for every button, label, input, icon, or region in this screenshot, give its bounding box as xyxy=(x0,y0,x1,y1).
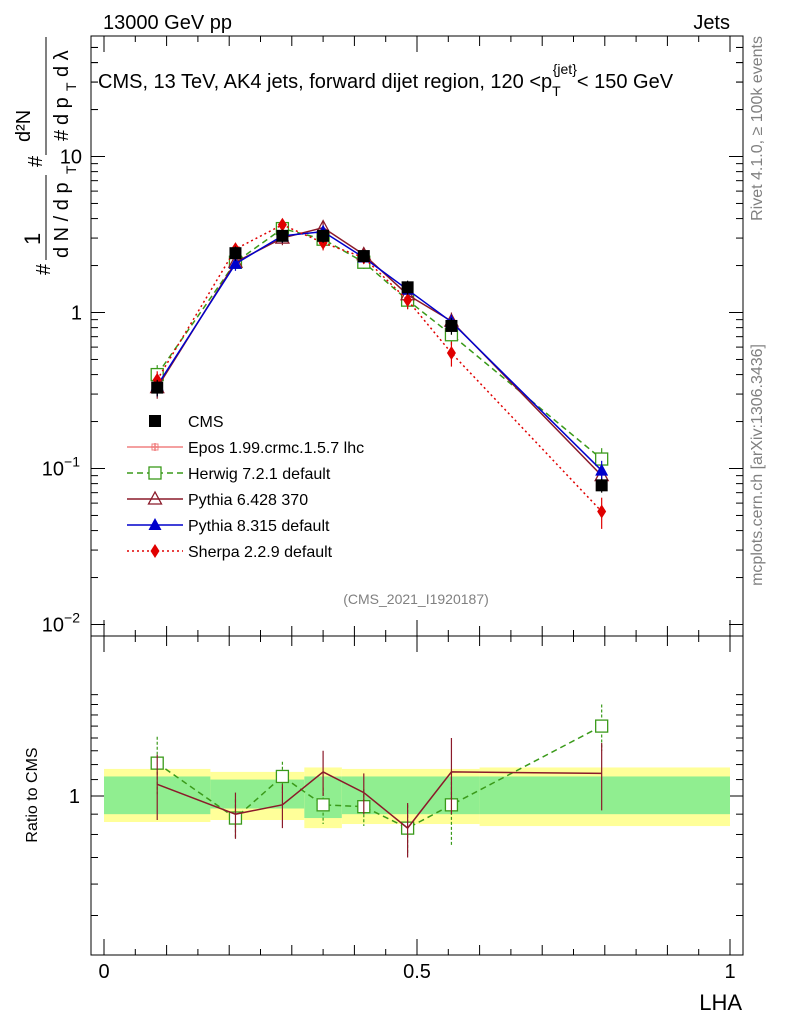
series-line xyxy=(156,226,603,477)
header-left: 13000 GeV pp xyxy=(103,12,232,34)
legend-marker xyxy=(149,415,161,427)
legend-entry: CMS xyxy=(149,414,224,431)
legend-marker xyxy=(148,518,162,530)
data-point xyxy=(357,250,370,263)
data-point xyxy=(595,463,609,476)
legend-entry: Pythia 6.428 370 xyxy=(127,490,308,509)
ratio-band-inner xyxy=(479,776,730,815)
series-line xyxy=(156,230,603,472)
y-tick-label: 10−2 xyxy=(42,610,80,637)
svg-text:d p: d p xyxy=(51,97,73,125)
ratio-point xyxy=(595,719,609,733)
ratio-series-layer xyxy=(150,704,609,858)
data-point xyxy=(595,479,608,492)
y-tick-label: 10 xyxy=(60,147,82,169)
legend: CMS Epos 1.99.crmc.1.5.7 lhc Herwig 7.2.1 … xyxy=(127,414,364,561)
mcplots-label: mcplots.cern.ch [arXiv:1306.3436] xyxy=(749,344,766,586)
main-title: CMS, 13 TeV, AK4 jets, forward dijet reg… xyxy=(98,61,674,99)
series-line xyxy=(156,223,603,513)
data-point xyxy=(317,229,330,242)
ratio-point xyxy=(275,769,290,784)
y-tick-label: 10−1 xyxy=(42,454,80,481)
data-point xyxy=(276,229,289,242)
legend-marker xyxy=(147,490,163,505)
analysis-watermark: (CMS_2021_I1920187) xyxy=(343,591,489,607)
y-tick-label: 1 xyxy=(71,303,82,325)
header-right: Jets xyxy=(693,12,730,34)
legend-label: Pythia 8.315 default xyxy=(188,518,330,535)
ratio-line xyxy=(156,771,602,830)
main-series-layer xyxy=(149,217,610,529)
legend-entry: Pythia 8.315 default xyxy=(127,518,330,535)
series-line xyxy=(156,227,603,460)
legend-entry: Herwig 7.2.1 default xyxy=(127,466,331,483)
series-herwig xyxy=(150,221,609,472)
axes-layer: 10−2 10−1 1 10 0 0.5 1 1 xyxy=(42,36,743,983)
svg-text:d N / d p: d N / d p xyxy=(51,182,73,258)
legend-label: Epos 1.99.crmc.1.5.7 lhc xyxy=(188,440,364,457)
svg-text:#: # xyxy=(33,263,55,275)
svg-text:#: # xyxy=(25,155,47,167)
x-tick-label: 1 xyxy=(724,961,735,983)
data-point xyxy=(445,319,458,332)
ratio-band-inner xyxy=(210,779,305,809)
data-point xyxy=(597,504,607,519)
legend-marker xyxy=(148,466,162,480)
ratio-bands-layer xyxy=(104,767,730,829)
x-tick-label: 0 xyxy=(98,961,109,983)
svg-text:1: 1 xyxy=(20,233,45,245)
legend-marker xyxy=(150,544,160,558)
legend-label: Herwig 7.2.1 default xyxy=(188,466,331,483)
svg-text:T: T xyxy=(63,82,79,91)
legend-entry: Sherpa 2.2.9 default xyxy=(127,544,333,561)
data-point xyxy=(229,247,242,260)
data-point xyxy=(403,293,413,308)
svg-text:d λ: d λ xyxy=(51,50,73,77)
legend-entry: Epos 1.99.crmc.1.5.7 lhc xyxy=(127,440,364,457)
rivet-label: Rivet 4.1.0, ≥ 100k events xyxy=(749,36,766,221)
ratio-series-pythia6 xyxy=(156,737,603,858)
ratio-y-tick-label: 1 xyxy=(69,786,80,808)
data-point xyxy=(151,381,164,394)
legend-label: Sherpa 2.2.9 default xyxy=(188,544,333,561)
ratio-y-label: Ratio to CMS xyxy=(24,747,41,842)
y-axis-label: # 1 d N / d p T # d²N # d p T d λ xyxy=(13,37,79,275)
data-point xyxy=(228,256,242,269)
data-point xyxy=(401,281,414,294)
legend-marker xyxy=(151,443,159,451)
legend-label: CMS xyxy=(188,414,224,431)
svg-text:#: # xyxy=(51,129,73,141)
series-cms xyxy=(151,229,608,493)
x-tick-label: 0.5 xyxy=(403,961,431,983)
svg-text:T: T xyxy=(63,165,79,174)
svg-text:d²N: d²N xyxy=(13,110,35,142)
x-axis-label: LHA xyxy=(699,990,742,1015)
ratio-point xyxy=(316,798,330,812)
data-point xyxy=(277,217,287,232)
legend-label: Pythia 6.428 370 xyxy=(188,492,308,509)
data-point xyxy=(446,346,456,361)
